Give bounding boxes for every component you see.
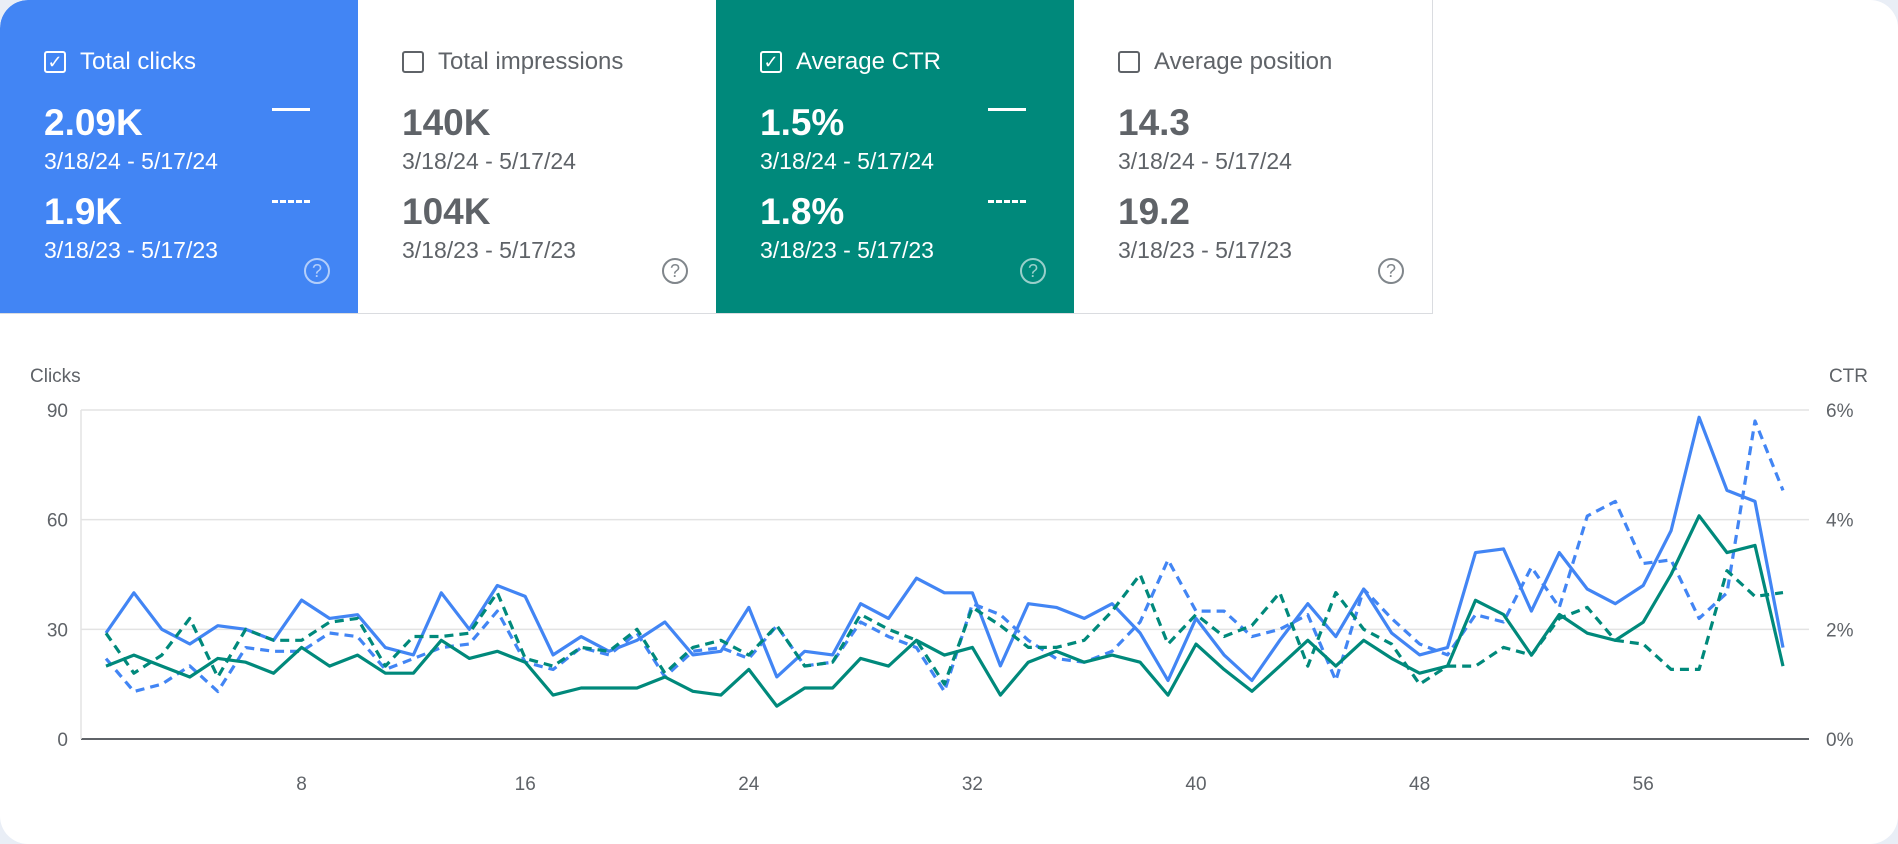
card-title: Total impressions: [438, 48, 624, 75]
checkbox-checked-icon[interactable]: ✓: [44, 51, 66, 73]
current-value: 1.5%: [760, 102, 845, 143]
previous-value: 19.2: [1118, 191, 1191, 232]
x-tick-label: 24: [738, 774, 760, 795]
dashed-line-legend-icon: [272, 200, 310, 203]
current-range: 3/18/24 - 5/17/24: [760, 148, 934, 174]
card-total-impressions[interactable]: Total impressions 140K 3/18/24 - 5/17/24…: [358, 0, 716, 313]
checkbox-unchecked-icon[interactable]: [1118, 51, 1140, 73]
clicks-previous-line: [104, 419, 1785, 694]
question-circle-icon[interactable]: ?: [304, 258, 330, 284]
x-tick-label: 8: [296, 774, 307, 795]
checkbox-unchecked-icon[interactable]: [402, 51, 424, 73]
metric-cards: ✓ Total clicks 2.09K 3/18/24 - 5/17/24 1.…: [0, 0, 1433, 314]
current-value: 140K: [402, 102, 491, 143]
previous-range: 3/18/23 - 5/17/23: [402, 237, 576, 263]
previous-value: 1.9K: [44, 191, 123, 232]
right-axis-label: CTR: [1829, 366, 1868, 387]
question-circle-icon[interactable]: ?: [662, 258, 688, 284]
previous-range: 3/18/23 - 5/17/23: [1118, 237, 1292, 263]
card-average-ctr[interactable]: ✓ Average CTR 1.5% 3/18/24 - 5/17/24 1.8%…: [716, 0, 1074, 313]
current-range: 3/18/24 - 5/17/24: [1118, 148, 1292, 174]
left-tick-label: 90: [47, 401, 68, 422]
current-range: 3/18/24 - 5/17/24: [402, 148, 576, 174]
previous-value: 104K: [402, 191, 491, 232]
right-tick-label: 2%: [1826, 620, 1854, 641]
card-title: Total clicks: [80, 48, 197, 75]
left-axis-label: Clicks: [30, 366, 81, 387]
dashed-line-legend-icon: [988, 200, 1026, 203]
solid-line-legend-icon: [988, 108, 1026, 111]
x-tick-label: 16: [515, 774, 536, 795]
current-value: 2.09K: [44, 102, 143, 143]
card-title: Average position: [1154, 48, 1333, 75]
question-circle-icon[interactable]: ?: [1020, 258, 1046, 284]
solid-line-legend-icon: [272, 108, 310, 111]
ctr-current-line: [105, 514, 1785, 708]
previous-value: 1.8%: [760, 191, 845, 232]
previous-range: 3/18/23 - 5/17/23: [760, 237, 934, 263]
right-tick-label: 0%: [1826, 730, 1854, 751]
left-tick-label: 30: [47, 620, 68, 641]
x-tick-label: 48: [1409, 774, 1430, 795]
checkbox-checked-icon[interactable]: ✓: [760, 51, 782, 73]
question-circle-icon[interactable]: ?: [1378, 258, 1404, 284]
left-tick-label: 60: [47, 511, 68, 532]
card-total-clicks[interactable]: ✓ Total clicks 2.09K 3/18/24 - 5/17/24 1.…: [0, 0, 358, 313]
current-value: 14.3: [1118, 102, 1191, 143]
card-average-position[interactable]: Average position 14.3 3/18/24 - 5/17/24 …: [1074, 0, 1432, 313]
right-tick-label: 4%: [1826, 511, 1854, 532]
current-range: 3/18/24 - 5/17/24: [44, 148, 218, 174]
x-tick-label: 40: [1185, 774, 1206, 795]
x-tick-label: 56: [1633, 774, 1654, 795]
x-tick-label: 32: [962, 774, 983, 795]
previous-range: 3/18/23 - 5/17/23: [44, 237, 218, 263]
clicks-current-line: [104, 415, 1785, 683]
card-title: Average CTR: [796, 48, 941, 75]
right-tick-label: 6%: [1826, 401, 1854, 422]
left-tick-label: 0: [57, 730, 68, 751]
ctr-previous-line: [104, 569, 1784, 686]
